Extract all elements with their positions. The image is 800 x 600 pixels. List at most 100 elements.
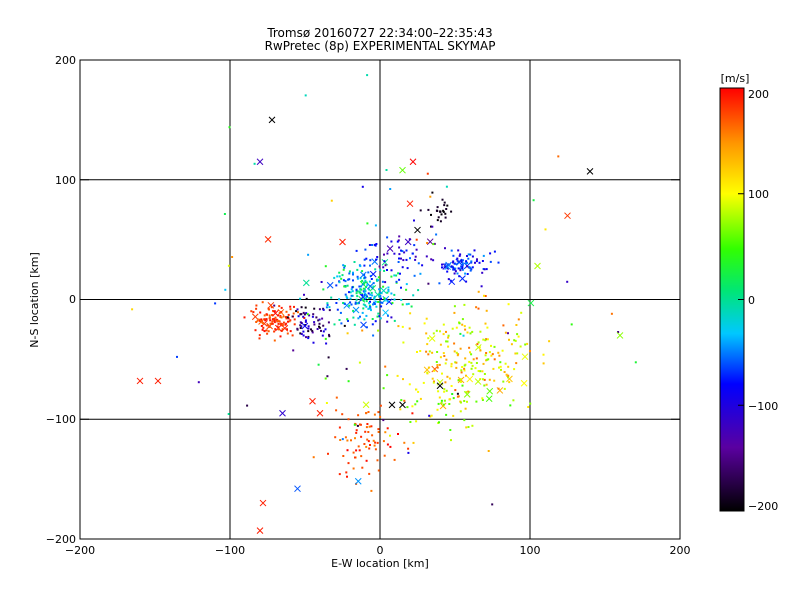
data-point [343, 285, 346, 288]
data-point [438, 396, 441, 399]
data-point [322, 307, 325, 310]
data-point [366, 74, 369, 77]
data-point [365, 445, 368, 448]
data-point [355, 292, 358, 295]
data-point [453, 342, 456, 345]
data-point [457, 379, 460, 382]
data-point [362, 298, 365, 301]
data-point [459, 253, 462, 256]
data-point [328, 306, 331, 309]
data-point [463, 400, 466, 402]
data-point [375, 305, 378, 308]
data-point [490, 344, 492, 347]
data-point [279, 323, 282, 326]
data-point [517, 318, 520, 321]
data-point [409, 421, 412, 423]
data-point [324, 377, 327, 380]
data-point-cross [485, 395, 493, 403]
data-point [369, 300, 371, 303]
data-point [419, 272, 422, 275]
data-point [441, 198, 444, 201]
data-point [446, 270, 449, 273]
data-point [365, 314, 368, 317]
data-point [367, 440, 370, 443]
data-point [542, 362, 545, 365]
data-point [350, 303, 353, 306]
data-point [505, 373, 508, 376]
data-point [461, 267, 464, 270]
data-point [397, 239, 400, 242]
data-point [273, 319, 276, 322]
data-point [357, 301, 360, 304]
data-point [371, 318, 374, 320]
data-point [361, 283, 364, 286]
data-point [436, 219, 439, 222]
data-point [438, 363, 441, 366]
data-point [355, 298, 358, 301]
data-point [507, 303, 510, 306]
data-point [327, 321, 330, 324]
data-point [266, 324, 269, 327]
data-point [507, 365, 510, 368]
data-point [466, 331, 469, 334]
data-point [477, 341, 480, 344]
data-point [362, 303, 365, 306]
data-point [299, 297, 302, 300]
data-point [529, 350, 531, 353]
data-point [274, 316, 277, 319]
data-point [341, 438, 344, 441]
data-point [466, 265, 469, 268]
data-point-cross [399, 401, 406, 409]
data-point-cross [302, 279, 310, 287]
data-point [491, 353, 494, 356]
data-point [408, 238, 411, 241]
data-point [349, 301, 352, 304]
data-point [368, 297, 371, 300]
data-point [515, 362, 518, 365]
data-point [428, 414, 431, 417]
data-point [401, 266, 404, 269]
data-point [477, 290, 480, 293]
data-point [377, 411, 380, 414]
data-point [415, 388, 418, 391]
x-tick-label: 100 [520, 544, 541, 557]
data-point-cross [436, 378, 444, 386]
colorbar-tick-labels: 200 100 0 −100 −200 [748, 88, 778, 513]
data-point [466, 255, 468, 257]
data-point [348, 270, 351, 273]
data-point [478, 346, 481, 349]
data-point [479, 370, 482, 373]
data-point [460, 371, 463, 374]
data-point [460, 401, 462, 404]
data-point [361, 270, 364, 273]
data-point-cross [436, 382, 444, 390]
data-point [365, 426, 368, 429]
data-point [487, 450, 490, 452]
data-point [260, 318, 263, 321]
data-point [470, 260, 473, 263]
data-point [450, 385, 453, 387]
data-point [300, 306, 303, 309]
data-point [346, 318, 349, 321]
data-point [321, 334, 324, 337]
data-point [277, 320, 280, 323]
data-point [397, 433, 399, 435]
data-point-cross [251, 313, 259, 321]
data-point [402, 378, 404, 381]
colorbar-tick-label: 100 [748, 188, 769, 201]
data-point [361, 329, 364, 332]
data-point [303, 293, 305, 296]
data-point [475, 306, 478, 309]
data-point-cross [256, 527, 264, 534]
data-point [408, 383, 411, 386]
data-point [371, 323, 374, 326]
data-point [318, 318, 321, 321]
data-point [459, 332, 462, 335]
data-point [266, 332, 269, 335]
data-point [320, 281, 323, 283]
data-point [486, 338, 489, 341]
data-point [366, 438, 369, 441]
data-point [393, 458, 396, 461]
data-point [281, 323, 284, 326]
data-point [382, 266, 385, 269]
